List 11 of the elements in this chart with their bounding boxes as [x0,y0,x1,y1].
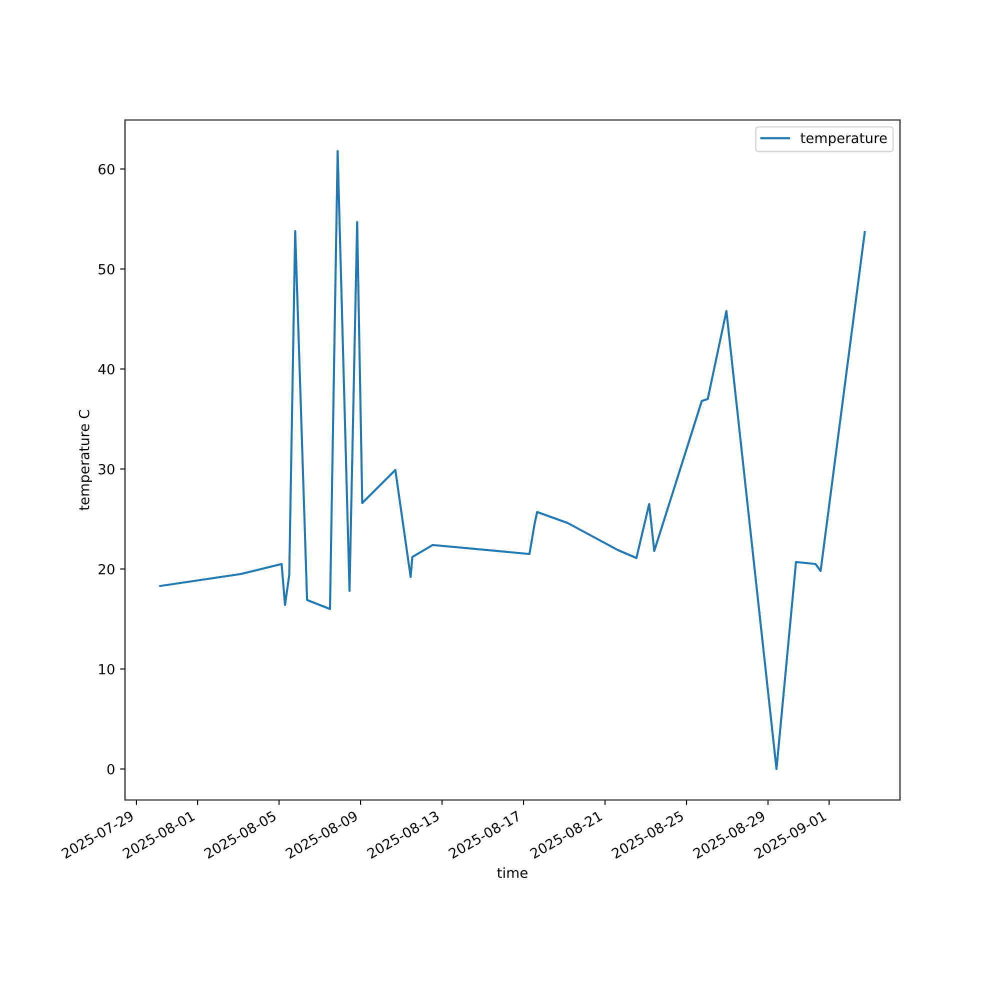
y-tick-label: 10 [99,664,114,674]
y-axis-title: temperature C [78,410,92,510]
legend-label: temperature [800,133,887,146]
y-tick-label: 60 [98,164,114,174]
y-tick-label: 50 [98,264,114,274]
y-tick-label: 30 [98,464,114,474]
y-tick-label: 20 [98,564,114,574]
y-tick-label: 0 [107,764,114,774]
line-series [159,150,866,770]
y-tick-label: 40 [98,364,114,374]
x-axis-title: time [497,867,528,878]
